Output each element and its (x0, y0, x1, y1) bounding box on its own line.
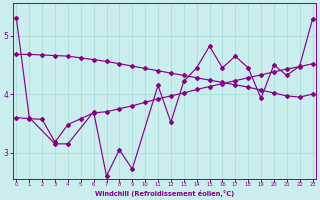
X-axis label: Windchill (Refroidissement éolien,°C): Windchill (Refroidissement éolien,°C) (95, 190, 234, 197)
